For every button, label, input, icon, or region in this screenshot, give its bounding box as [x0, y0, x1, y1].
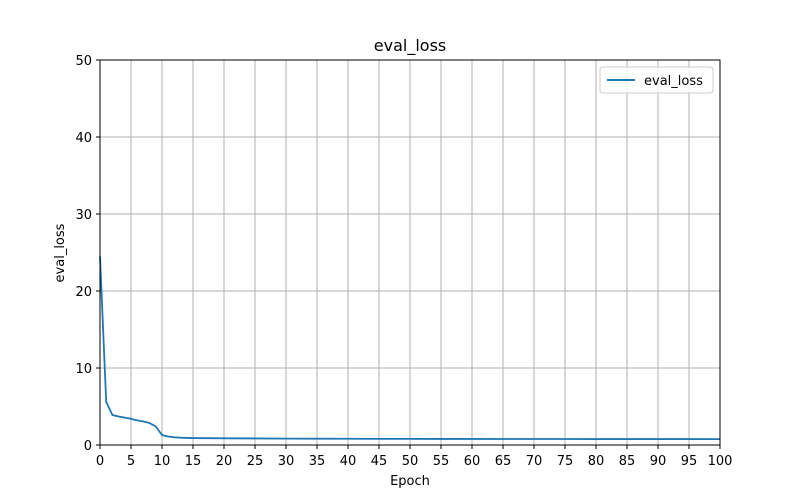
y-tick-label: 50 [75, 54, 92, 69]
x-tick-label: 75 [557, 454, 574, 469]
x-tick-label: 95 [681, 454, 698, 469]
grid [99, 59, 721, 446]
x-tick-label: 80 [588, 454, 605, 469]
x-tick-label: 0 [96, 454, 104, 469]
series-layer [99, 256, 721, 441]
y-axis-label: eval_loss [53, 223, 68, 282]
x-tick-label: 15 [185, 454, 202, 469]
x-tick-label: 100 [708, 454, 733, 469]
chart-title: eval_loss [374, 36, 446, 56]
x-tick-label: 60 [464, 454, 481, 469]
x-tick-label: 55 [433, 454, 450, 469]
y-axis: 0 10 20 30 40 50 [75, 54, 100, 454]
y-tick-label: 10 [75, 362, 92, 377]
legend: eval_loss [599, 66, 714, 94]
x-tick-label: 85 [619, 454, 636, 469]
x-tick-label: 40 [340, 454, 357, 469]
x-tick-label: 45 [371, 454, 388, 469]
x-tick-label: 20 [216, 454, 233, 469]
y-tick-label: 0 [84, 439, 92, 454]
y-tick-label: 40 [75, 131, 92, 146]
x-tick-label: 10 [154, 454, 171, 469]
x-tick-label: 5 [127, 454, 135, 469]
x-axis: 0 5 10 15 20 25 30 35 40 45 50 55 60 65 70 75 80 85 90 95 10… [96, 445, 733, 469]
y-tick-label: 30 [75, 208, 92, 223]
y-tick-label: 20 [75, 285, 92, 300]
x-tick-label: 70 [526, 454, 543, 469]
x-tick-label: 35 [309, 454, 326, 469]
x-axis-label: Epoch [390, 474, 430, 489]
legend-label-eval-loss: eval_loss [644, 74, 703, 89]
x-tick-label: 90 [650, 454, 667, 469]
legend-box [599, 66, 714, 94]
series-line-eval-loss [99, 256, 721, 441]
x-tick-label: 30 [278, 454, 295, 469]
x-tick-label: 50 [402, 454, 419, 469]
x-tick-label: 25 [247, 454, 264, 469]
x-tick-label: 65 [495, 454, 512, 469]
